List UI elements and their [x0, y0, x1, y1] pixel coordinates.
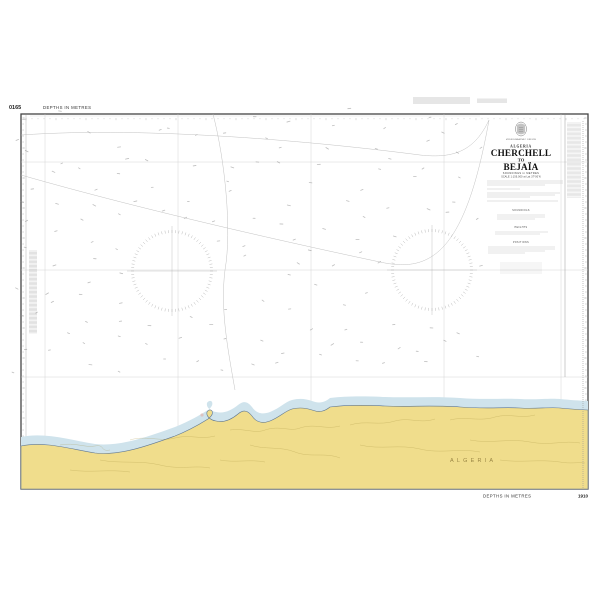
- svg-text:1910: 1910: [578, 494, 589, 499]
- svg-text:SCALE 1:150,000 at Lat 37°00'N: SCALE 1:150,000 at Lat 37°00'N: [501, 175, 541, 178]
- svg-text:POSITIONS: POSITIONS: [513, 242, 529, 244]
- svg-text:0165: 0165: [9, 105, 21, 111]
- svg-text:SOUNDINGS: SOUNDINGS: [512, 210, 530, 212]
- svg-text:ALGERIA: ALGERIA: [450, 458, 496, 464]
- svg-text:DEPTHS IN METRES: DEPTHS IN METRES: [483, 494, 531, 499]
- svg-text:HYDROGRAPHIC OFFICE: HYDROGRAPHIC OFFICE: [506, 138, 537, 141]
- svg-text:DEPTHS IN METRES: DEPTHS IN METRES: [43, 105, 91, 110]
- svg-text:SOUNDINGS in METRES: SOUNDINGS in METRES: [503, 172, 540, 175]
- svg-text:HEIGHTS: HEIGHTS: [514, 227, 527, 229]
- svg-text:BEJAÏA: BEJAÏA: [504, 162, 539, 172]
- svg-text:CHERCHELL: CHERCHELL: [491, 148, 552, 158]
